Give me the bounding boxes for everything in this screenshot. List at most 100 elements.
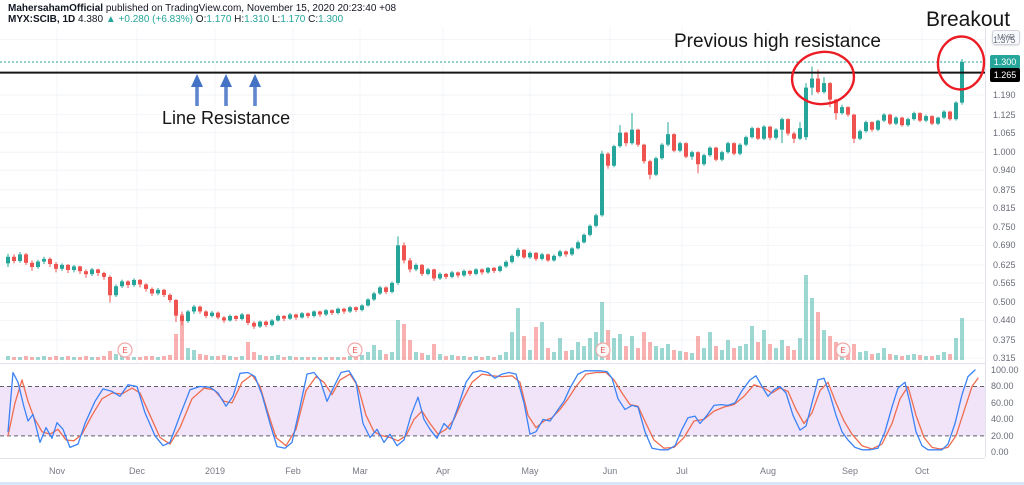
earnings-icon[interactable] xyxy=(117,342,133,358)
candle-body xyxy=(246,314,250,323)
volume-bar xyxy=(618,334,622,360)
volume-bar xyxy=(852,344,856,360)
candle-body xyxy=(678,143,682,151)
candle-body xyxy=(252,322,256,327)
volume-bar xyxy=(294,357,298,360)
volume-bar xyxy=(66,356,70,360)
month-label[interactable]: Sep xyxy=(841,466,859,476)
earnings-icon[interactable] xyxy=(835,342,851,358)
month-label[interactable]: Feb xyxy=(285,466,301,476)
volume-bar xyxy=(876,353,880,360)
candle-body xyxy=(336,308,340,313)
candle-body xyxy=(672,134,676,151)
volume-bar xyxy=(270,356,274,360)
volume-bar xyxy=(192,350,196,360)
candle-body xyxy=(558,251,562,256)
volume-bar xyxy=(468,357,472,360)
candle-body xyxy=(708,147,712,156)
volume-bar xyxy=(258,355,262,360)
volume-bar xyxy=(930,356,934,360)
candle-body xyxy=(42,258,46,262)
month-label[interactable]: Aug xyxy=(759,466,777,476)
candle-body xyxy=(690,152,694,157)
stochastic-pane-svg[interactable] xyxy=(0,365,985,457)
osc-tick-label: 40.00 xyxy=(991,414,1014,425)
month-label[interactable]: Nov xyxy=(48,466,66,476)
price-tick-label: 0.875 xyxy=(993,184,1016,195)
candle-body xyxy=(330,310,334,313)
volume-bar xyxy=(126,357,130,360)
volume-bar xyxy=(564,351,568,360)
volume-bar xyxy=(900,356,904,360)
time-axis[interactable]: Nov Dec 2019 Feb Mar Apr May Jun Jul Aug Sep Oct xyxy=(0,458,985,483)
currency-badge[interactable]: MYR xyxy=(992,30,1020,45)
symbol-info: MYX:SCIB, 1D 4.380 ▲ +0.280 (+6.83%) O:1… xyxy=(8,14,343,25)
volume-bar xyxy=(942,352,946,360)
candle-body xyxy=(732,143,736,154)
volume-bar xyxy=(756,342,760,360)
volume-bar xyxy=(36,357,40,360)
candle-body xyxy=(384,287,388,292)
volume-bar xyxy=(774,348,778,360)
candle-body xyxy=(780,119,784,130)
earnings-icon[interactable] xyxy=(595,342,611,358)
candle-body xyxy=(564,251,568,255)
month-label[interactable]: 2019 xyxy=(204,466,226,476)
volume-bar xyxy=(486,356,490,360)
candle-body xyxy=(162,289,166,295)
candle-body xyxy=(264,321,268,325)
candle-body xyxy=(738,144,742,154)
volume-bar xyxy=(198,354,202,360)
volume-bar xyxy=(636,348,640,360)
candle-body xyxy=(570,248,574,255)
volume-bar xyxy=(792,350,796,360)
candle-body xyxy=(894,117,898,124)
candle-body xyxy=(774,129,778,138)
month-label[interactable]: Jun xyxy=(602,466,618,476)
volume-bar xyxy=(870,354,874,360)
volume-bar xyxy=(324,357,328,360)
volume-bar xyxy=(918,355,922,360)
month-label[interactable]: Dec xyxy=(128,466,146,476)
volume-bar xyxy=(228,356,232,360)
candle-body xyxy=(804,87,808,138)
candle-body xyxy=(288,314,292,319)
price-axis[interactable]: 1.300 1.265 MYR 1.375 1.190 1.125 1.065 1.00… xyxy=(985,28,1024,457)
volume-bar xyxy=(708,332,712,360)
candle-body xyxy=(372,293,376,300)
volume-bar xyxy=(318,357,322,360)
volume-bar xyxy=(24,356,28,360)
candle-body xyxy=(870,122,874,130)
candle-body xyxy=(762,126,766,139)
candle-body xyxy=(768,126,772,138)
volume-bar xyxy=(558,338,562,360)
month-label[interactable]: Oct xyxy=(914,466,930,476)
candle-body xyxy=(294,314,298,318)
candle-body xyxy=(726,143,730,153)
month-label[interactable]: Mar xyxy=(352,466,368,476)
volume-bar xyxy=(102,356,106,360)
candle-body xyxy=(258,321,262,327)
candle-body xyxy=(396,245,400,283)
candle-body xyxy=(402,245,406,261)
candle-body xyxy=(114,286,118,296)
volume-bar xyxy=(216,356,220,360)
volume-bar xyxy=(612,338,616,360)
month-label[interactable]: May xyxy=(521,466,539,476)
candle-body xyxy=(636,129,640,145)
volume-bar xyxy=(42,356,46,360)
price-tick-label: 1.000 xyxy=(993,147,1016,158)
candle-body xyxy=(378,287,382,294)
month-label[interactable]: Apr xyxy=(435,466,451,476)
candle-body xyxy=(618,132,622,147)
volume-bar xyxy=(750,326,754,360)
volume-bar xyxy=(162,356,166,360)
volume-bar xyxy=(342,357,346,360)
osc-tick-label: 20.00 xyxy=(991,430,1014,441)
candle-body xyxy=(462,270,466,276)
earnings-icon[interactable] xyxy=(347,342,363,358)
month-label[interactable]: Jul xyxy=(676,466,688,476)
volume-bar xyxy=(702,348,706,360)
candle-body xyxy=(276,315,280,321)
